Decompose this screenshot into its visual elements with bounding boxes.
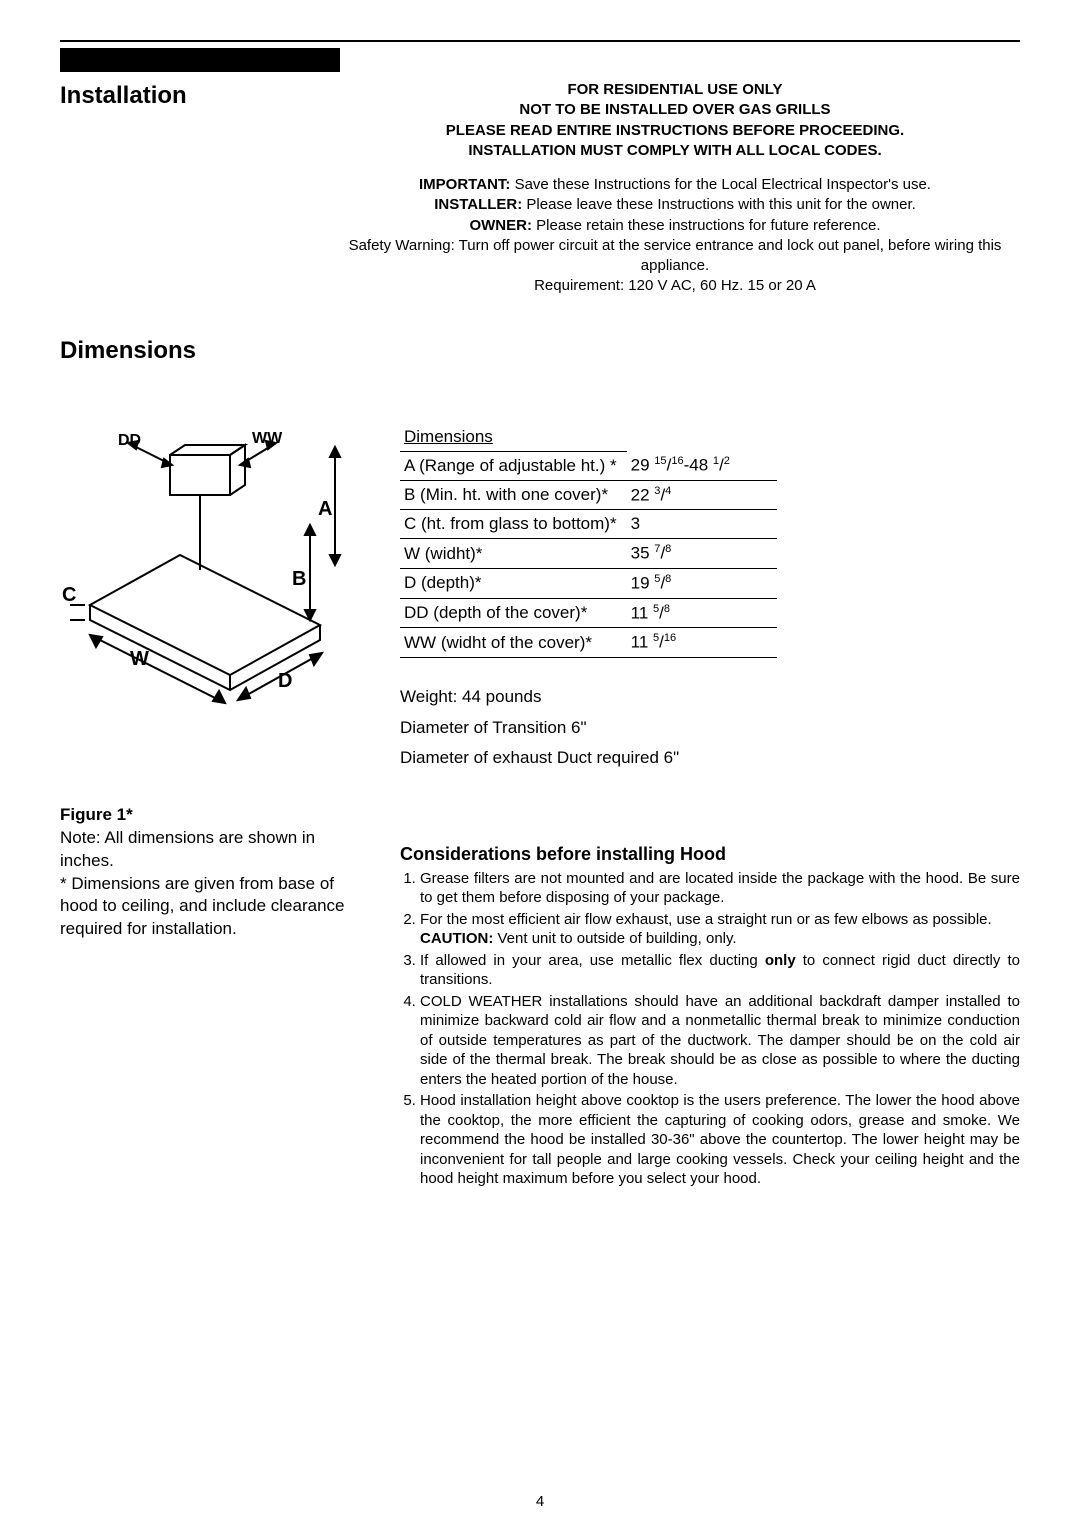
diam-transition: Diameter of Transition 6"	[400, 713, 1020, 744]
diam-exhaust: Diameter of exhaust Duct required 6"	[400, 743, 1020, 774]
fig-label-a: A	[318, 498, 332, 520]
table-row: Dimensions	[400, 423, 777, 452]
installer-text: Please leave these Instructions with thi…	[522, 196, 916, 213]
top-rule	[60, 40, 1020, 42]
below-table: Weight: 44 pounds Diameter of Transition…	[400, 682, 1020, 774]
dim-value: 11 5/16	[627, 628, 777, 658]
dim-value: 3	[627, 510, 777, 539]
list-item: Hood installation height above cooktop i…	[420, 1091, 1020, 1189]
figure-1-svg: DD WW A B C W D	[60, 425, 350, 715]
page-number: 4	[0, 1493, 1080, 1510]
dim-label: C (ht. from glass to bottom)*	[400, 510, 627, 539]
dim-label: B (Min. ht. with one cover)*	[400, 480, 627, 510]
installer-label: INSTALLER:	[434, 196, 522, 213]
dim-value: 11 5/8	[627, 598, 777, 628]
dim-label: WW (widht of the cover)*	[400, 628, 627, 658]
dim-label: A (Range of adjustable ht.) *	[400, 451, 627, 480]
safety-text: Safety Warning: Turn off power circuit a…	[349, 237, 1002, 274]
fig-label-b: B	[292, 568, 306, 590]
dim-value: 29 15/16-48 1/2	[627, 451, 777, 480]
header-l4: INSTALLATION MUST COMPLY WITH ALL LOCAL …	[330, 141, 1020, 161]
dim-label: DD (depth of the cover)*	[400, 598, 627, 628]
table-row: W (widht)*35 7/8	[400, 539, 777, 569]
table-row: D (depth)*19 5/8	[400, 568, 777, 598]
figure-label: Figure 1*	[60, 804, 370, 827]
dim-label: W (widht)*	[400, 539, 627, 569]
considerations: Considerations before installing Hood Gr…	[370, 804, 1020, 1191]
dim-label: D (depth)*	[400, 568, 627, 598]
table-row: WW (widht of the cover)*11 5/16	[400, 628, 777, 658]
list-item: COLD WEATHER installations should have a…	[420, 992, 1020, 1090]
table-column: Dimensions A (Range of adjustable ht.) *…	[370, 405, 1020, 774]
weight-text: Weight: 44 pounds	[400, 682, 1020, 713]
dimensions-heading: Dimensions	[60, 337, 1020, 365]
dim-value: 35 7/8	[627, 539, 777, 569]
lower-row: Figure 1* Note: All dimensions are shown…	[60, 804, 1020, 1191]
figure-column: DD WW A B C W D	[60, 405, 370, 774]
considerations-title: Considerations before installing Hood	[400, 844, 1020, 865]
list-item: Grease filters are not mounted and are l…	[420, 869, 1020, 908]
figure-note: Note: All dimensions are shown in inches…	[60, 827, 370, 873]
dimensions-row: DD WW A B C W D Dimensions A (Range of a…	[60, 405, 1020, 774]
table-row: B (Min. ht. with one cover)*22 3/4	[400, 480, 777, 510]
blank-cell	[627, 423, 777, 452]
fig-label-dd: DD	[118, 432, 141, 449]
table-row: C (ht. from glass to bottom)*3	[400, 510, 777, 539]
black-bar	[60, 48, 340, 72]
fig-label-w: W	[130, 648, 149, 670]
fig-label-c: C	[62, 584, 76, 606]
dimensions-table: Dimensions A (Range of adjustable ht.) *…	[400, 423, 777, 658]
figure-caption: Figure 1* Note: All dimensions are shown…	[60, 804, 370, 1191]
header-l1: FOR RESIDENTIAL USE ONLY	[330, 80, 1020, 100]
header-l3: PLEASE READ ENTIRE INSTRUCTIONS BEFORE P…	[330, 121, 1020, 141]
table-header: Dimensions	[400, 423, 627, 452]
list-item: For the most efficient air flow exhaust,…	[420, 910, 1020, 949]
header-para: IMPORTANT: Save these Instructions for t…	[330, 175, 1020, 297]
fig-label-d: D	[278, 670, 292, 692]
dim-value: 22 3/4	[627, 480, 777, 510]
table-row: A (Range of adjustable ht.) *29 15/16-48…	[400, 451, 777, 480]
considerations-list: Grease filters are not mounted and are l…	[400, 869, 1020, 1189]
important-label: IMPORTANT:	[419, 176, 510, 193]
dim-value: 19 5/8	[627, 568, 777, 598]
requirement-text: Requirement: 120 V AC, 60 Hz. 15 or 20 A	[534, 277, 816, 294]
header-l2: NOT TO BE INSTALLED OVER GAS GRILLS	[330, 100, 1020, 120]
table-row: DD (depth of the cover)*11 5/8	[400, 598, 777, 628]
list-item: If allowed in your area, use metallic fl…	[420, 951, 1020, 990]
fig-label-ww: WW	[252, 430, 283, 447]
important-text: Save these Instructions for the Local El…	[510, 176, 931, 193]
header-block: FOR RESIDENTIAL USE ONLY NOT TO BE INSTA…	[330, 80, 1020, 297]
figure-star: * Dimensions are given from base of hood…	[60, 873, 370, 942]
owner-label: OWNER:	[469, 217, 532, 234]
owner-text: Please retain these instructions for fut…	[532, 217, 881, 234]
